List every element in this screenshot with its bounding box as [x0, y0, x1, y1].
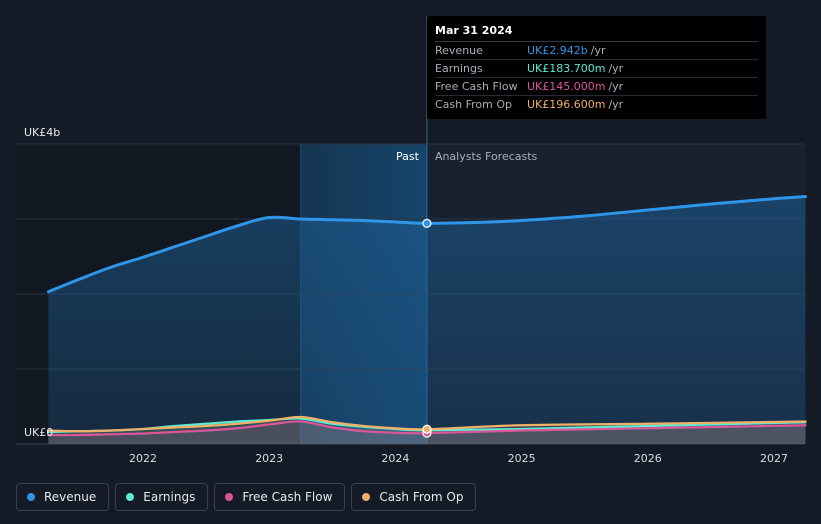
- tooltip-unit: /yr: [590, 44, 606, 57]
- legend: Revenue Earnings Free Cash Flow Cash Fro…: [16, 483, 477, 511]
- x-tick-label: 2022: [129, 452, 157, 465]
- free-cash-flow-area: [48, 421, 806, 444]
- tooltip-row-cfo: Cash From Op UK£196.600m /yr: [435, 96, 758, 113]
- revenue-marker: [422, 218, 432, 228]
- legend-item-free-cash-flow[interactable]: Free Cash Flow: [214, 483, 346, 511]
- legend-label: Revenue: [44, 490, 97, 504]
- cash-from-op-marker: [422, 424, 432, 434]
- x-tick-label: 2023: [255, 452, 283, 465]
- y-axis-label-top: UK£4b: [24, 126, 60, 139]
- tooltip-unit: /yr: [608, 80, 624, 93]
- cash-from-op-line: [47, 415, 807, 433]
- legend-label: Free Cash Flow: [242, 490, 333, 504]
- tooltip-label: Free Cash Flow: [435, 80, 518, 93]
- past-label: Past: [396, 150, 420, 163]
- legend-item-cash-from-op[interactable]: Cash From Op: [351, 483, 477, 511]
- legend-dot-icon: [225, 493, 234, 501]
- tooltip-label: Earnings: [435, 62, 483, 75]
- legend-item-revenue[interactable]: Revenue: [16, 483, 110, 511]
- tooltip-row-earnings: Earnings UK£183.700m /yr: [435, 60, 758, 78]
- forecast-label: Analysts Forecasts: [435, 150, 538, 163]
- y-axis-label-bottom: UK£0: [24, 426, 53, 439]
- tooltip-label: Cash From Op: [435, 98, 513, 111]
- legend-label: Cash From Op: [379, 490, 464, 504]
- tooltip-row-revenue: Revenue UK£2.942b /yr: [435, 42, 758, 60]
- free-cash-flow-line: [47, 420, 807, 437]
- tooltip-value: UK£145.000m: [527, 80, 606, 93]
- legend-dot-icon: [362, 493, 371, 501]
- x-tick-label: 2024: [381, 452, 409, 465]
- tooltip-unit: /yr: [608, 98, 624, 111]
- tooltip-value: UK£2.942b: [527, 44, 588, 57]
- legend-dot-icon: [27, 493, 35, 501]
- revenue-area: [48, 196, 806, 444]
- revenue-line: [46, 195, 808, 294]
- tooltip: Mar 31 2024 Revenue UK£2.942b /yr Earnin…: [427, 16, 766, 119]
- tooltip-row-fcf: Free Cash Flow UK£145.000m /yr: [435, 78, 758, 96]
- x-tick-label: 2025: [508, 452, 536, 465]
- legend-item-earnings[interactable]: Earnings: [115, 483, 209, 511]
- legend-dot-icon: [126, 493, 135, 501]
- x-tick-label: 2026: [634, 452, 662, 465]
- x-tick-label: 2027: [760, 452, 788, 465]
- tooltip-unit: /yr: [608, 62, 624, 75]
- legend-label: Earnings: [143, 490, 196, 504]
- tooltip-date: Mar 31 2024: [435, 24, 758, 42]
- tooltip-label: Revenue: [435, 44, 483, 57]
- tooltip-value: UK£196.600m: [527, 98, 606, 111]
- tooltip-value: UK£183.700m: [527, 62, 606, 75]
